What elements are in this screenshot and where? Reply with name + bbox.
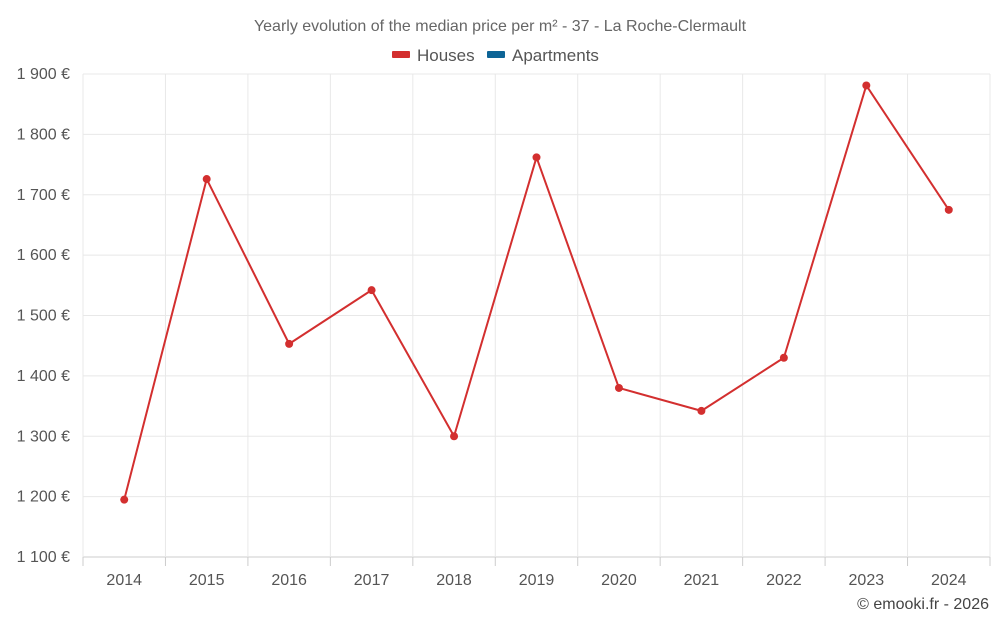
legend-label-apartments: Apartments <box>512 46 599 65</box>
data-point-houses-2023[interactable] <box>862 81 871 90</box>
y-tick-label: 1 300 € <box>17 428 70 445</box>
data-point-houses-2022[interactable] <box>779 353 788 362</box>
x-tick-label: 2017 <box>354 572 390 589</box>
x-tick-label: 2024 <box>931 572 967 589</box>
data-point-houses-2017[interactable] <box>367 286 376 295</box>
data-point-houses-2018[interactable] <box>450 432 459 441</box>
data-point-houses-2015[interactable] <box>202 175 211 184</box>
y-tick-label: 1 600 € <box>17 247 70 264</box>
y-tick-label: 1 400 € <box>17 368 70 385</box>
legend-swatch-houses <box>392 51 410 58</box>
data-point-houses-2024[interactable] <box>944 205 953 214</box>
y-tick-label: 1 700 € <box>17 187 70 204</box>
y-tick-label: 1 500 € <box>17 308 70 325</box>
x-tick-label: 2019 <box>519 572 555 589</box>
grid <box>82 73 991 566</box>
x-tick-label: 2022 <box>766 572 802 589</box>
data-point-houses-2014[interactable] <box>120 495 129 504</box>
data-point-houses-2019[interactable] <box>532 153 541 162</box>
y-axis-labels: 1 100 € 1 200 € 1 300 € 1 400 € 1 500 € 1 600… <box>17 66 70 566</box>
chart-title: Yearly evolution of the median price per… <box>254 18 747 35</box>
credit: © emooki.fr - 2026 <box>857 596 989 613</box>
series-houses <box>120 81 953 504</box>
x-tick-label: 2015 <box>189 572 225 589</box>
x-axis-labels: 2014 2015 2016 2017 2018 2019 2020 2021 2022 2023… <box>106 572 966 589</box>
x-tick-label: 2023 <box>849 572 885 589</box>
x-tick-label: 2021 <box>684 572 720 589</box>
x-tick-label: 2014 <box>106 572 142 589</box>
y-tick-label: 1 900 € <box>17 66 70 83</box>
y-tick-label: 1 800 € <box>17 126 70 143</box>
y-tick-label: 1 100 € <box>17 549 70 566</box>
data-point-houses-2020[interactable] <box>614 383 623 392</box>
data-point-houses-2016[interactable] <box>285 339 294 348</box>
data-point-houses-2021[interactable] <box>697 406 706 415</box>
legend-item-houses[interactable]: Houses <box>392 46 475 65</box>
x-tick-label: 2020 <box>601 572 637 589</box>
legend-label-houses: Houses <box>417 46 475 65</box>
legend-swatch-apartments <box>487 51 505 58</box>
legend-item-apartments[interactable]: Apartments <box>487 46 599 65</box>
x-tick-label: 2016 <box>271 572 307 589</box>
legend: Houses Apartments <box>392 46 599 65</box>
y-tick-label: 1 200 € <box>17 489 70 506</box>
x-tick-label: 2018 <box>436 572 472 589</box>
